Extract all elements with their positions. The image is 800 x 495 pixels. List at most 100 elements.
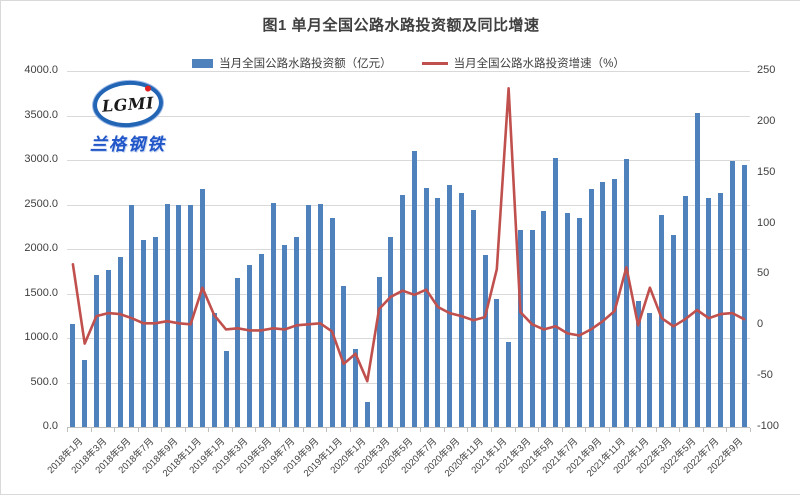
bar — [141, 240, 146, 427]
x-axis-tick — [279, 428, 280, 432]
legend-label-investment: 当月全国公路水路投资额（亿元） — [219, 58, 392, 70]
bar — [258, 253, 264, 427]
logo-red-dot-icon — [144, 85, 152, 92]
bar — [376, 276, 382, 427]
bar — [694, 112, 700, 427]
x-axis-tick — [608, 428, 610, 432]
x-axis-tick — [255, 428, 257, 432]
chart-legend: 当月全国公路水路投资额（亿元） 当月全国公路水路投资增速（%） — [67, 55, 750, 71]
logo-company-text: 兰格钢铁 — [90, 135, 166, 154]
x-axis-tick — [420, 428, 422, 432]
bar — [294, 237, 300, 427]
bar — [411, 151, 417, 427]
x-axis-tick — [373, 428, 375, 432]
left-axis-tick-label: 2000.0 — [24, 242, 58, 254]
bar — [470, 209, 476, 427]
bar — [129, 205, 135, 427]
right-axis-tick-label: 150 — [757, 165, 776, 178]
x-axis-line — [67, 427, 750, 428]
x-axis-tick — [67, 428, 68, 432]
left-axis-tick-label: 4000.0 — [24, 64, 58, 76]
bar — [305, 204, 311, 427]
right-axis-tick-label: 0 — [757, 318, 764, 331]
x-axis-tick — [349, 428, 351, 432]
left-axis-tick-label: 3000.0 — [24, 153, 58, 165]
bar — [459, 192, 464, 427]
gridline — [67, 160, 750, 161]
x-axis-tick — [561, 428, 563, 432]
lgmi-logo-icon: LGMI — [91, 78, 165, 130]
legend-item-investment: 当月全国公路水路投资额（亿元） — [192, 55, 392, 71]
bar — [117, 257, 123, 427]
x-axis-tick — [490, 428, 492, 432]
bar — [188, 205, 194, 427]
bar — [70, 323, 76, 427]
gridline — [67, 382, 750, 384]
bar — [517, 230, 523, 427]
bar — [506, 342, 512, 427]
bar-series-swatch-icon — [192, 58, 214, 68]
x-axis-tick — [231, 428, 233, 432]
legend-label-growth: 当月全国公路水路投资增速（%） — [453, 58, 625, 70]
bar — [341, 285, 347, 427]
bar — [576, 217, 582, 427]
bar — [565, 213, 570, 427]
x-axis-tick — [396, 428, 398, 432]
bar — [659, 215, 665, 427]
right-axis-tick-label: 100 — [757, 216, 776, 229]
bar — [553, 158, 559, 427]
x-axis-tick — [137, 428, 139, 432]
bar — [494, 298, 500, 427]
x-axis-tick — [726, 428, 728, 432]
legend-item-growth: 当月全国公路水路投资增速（%） — [421, 55, 625, 71]
bar — [364, 402, 370, 427]
bar — [682, 195, 688, 427]
bar — [93, 274, 99, 427]
x-axis-tick — [184, 428, 186, 432]
x-axis-tick — [632, 428, 634, 432]
bar — [729, 160, 735, 427]
bar — [282, 245, 288, 427]
bar — [223, 351, 229, 427]
right-axis-tick-label: 50 — [757, 267, 770, 280]
x-axis-tick — [467, 428, 469, 432]
x-axis-tick — [655, 428, 657, 432]
x-axis-tick — [585, 428, 587, 432]
x-axis-tick — [702, 428, 704, 432]
bar — [105, 270, 111, 427]
bar — [329, 217, 335, 427]
x-axis-tick — [679, 428, 681, 432]
x-axis-tick — [443, 428, 445, 432]
right-axis-tick-label: 250 — [757, 64, 776, 76]
bar — [388, 237, 394, 427]
x-axis-tick — [302, 428, 304, 432]
bar — [82, 360, 88, 428]
left-axis-tick-label: 2500.0 — [24, 197, 58, 210]
line-series-swatch-icon — [421, 61, 448, 65]
bar — [152, 237, 158, 427]
bar — [423, 187, 429, 427]
bar — [623, 159, 629, 427]
bar — [741, 165, 747, 427]
x-axis-tick — [114, 428, 116, 432]
bar — [600, 182, 606, 428]
right-axis-tick-label: 200 — [757, 114, 776, 127]
bar — [176, 204, 182, 427]
bar — [529, 230, 535, 427]
bar — [164, 203, 170, 427]
chart-title: 图1 单月全国公路水路投资额及同比增速 — [262, 17, 540, 34]
x-axis-tick — [161, 428, 163, 432]
bar — [706, 198, 712, 427]
bar — [647, 313, 653, 427]
x-axis-tick — [538, 428, 539, 432]
right-axis-tick-label: -100 — [757, 420, 780, 432]
left-axis-tick-label: 1500.0 — [24, 286, 58, 299]
lange-steel-logo: LGMI 兰格钢铁 — [85, 78, 171, 155]
bar — [317, 203, 323, 427]
bar — [588, 189, 594, 427]
left-axis-tick-label: 3500.0 — [24, 108, 58, 121]
bar — [635, 300, 641, 427]
bar — [235, 277, 241, 427]
